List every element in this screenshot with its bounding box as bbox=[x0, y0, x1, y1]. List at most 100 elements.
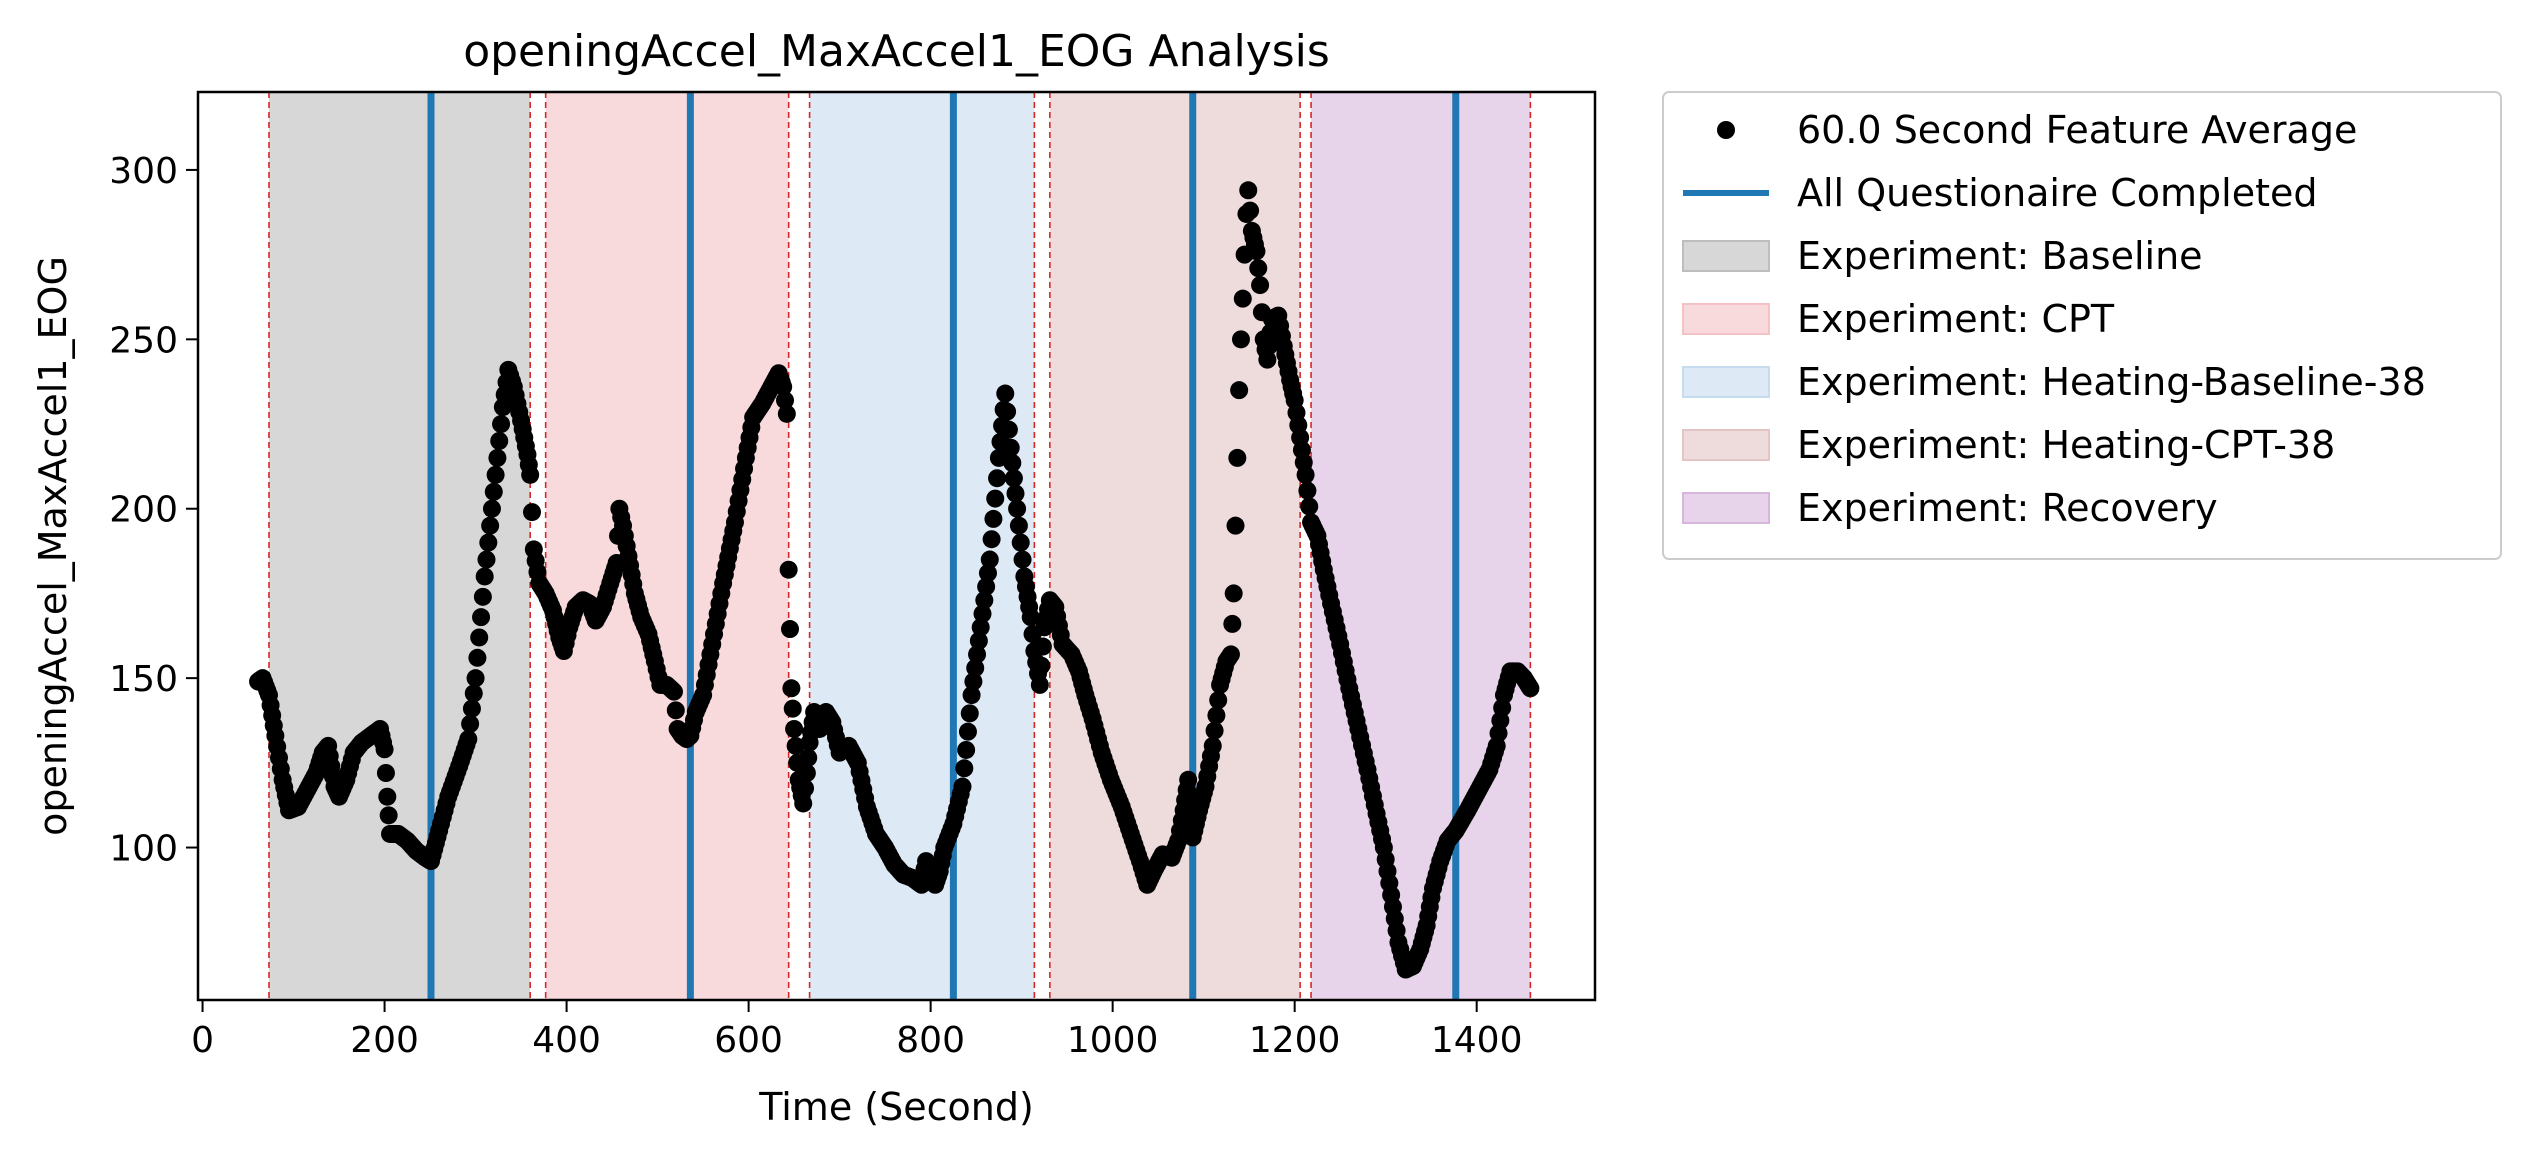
legend-entry-label: Experiment: Heating-CPT-38 bbox=[1797, 423, 2335, 467]
legend-patch-icon bbox=[1682, 429, 1770, 461]
data-point bbox=[786, 736, 805, 755]
data-point bbox=[1203, 736, 1222, 755]
data-points bbox=[249, 181, 1540, 979]
data-point bbox=[779, 560, 798, 579]
x-tick-label: 800 bbox=[896, 1020, 965, 1061]
data-point bbox=[1021, 608, 1040, 627]
data-point bbox=[783, 699, 802, 718]
data-point bbox=[1008, 499, 1027, 518]
data-point bbox=[1249, 259, 1268, 278]
data-point bbox=[470, 628, 489, 647]
data-point bbox=[1009, 516, 1028, 535]
data-point bbox=[664, 682, 683, 701]
data-point bbox=[376, 764, 395, 782]
x-tick-label: 200 bbox=[350, 1020, 419, 1061]
data-point bbox=[999, 420, 1018, 439]
data-point bbox=[774, 377, 793, 396]
data-point bbox=[475, 567, 494, 586]
data-point bbox=[776, 391, 795, 410]
data-point bbox=[1258, 350, 1277, 369]
legend-entry-label: Experiment: Baseline bbox=[1797, 234, 2203, 278]
data-point bbox=[521, 465, 540, 484]
legend-patch-icon bbox=[1682, 492, 1770, 524]
data-point bbox=[1296, 465, 1315, 484]
y-axis-label: openingAccel_MaxAccel1_EOG bbox=[31, 256, 75, 836]
data-point bbox=[1241, 201, 1260, 220]
y-tick-label: 300 bbox=[109, 151, 178, 192]
data-point bbox=[468, 648, 487, 667]
data-point bbox=[955, 759, 974, 778]
questionnaire-lines bbox=[427, 92, 1460, 1000]
data-point bbox=[969, 631, 988, 650]
data-point bbox=[998, 402, 1017, 421]
legend-entry-label: Experiment: CPT bbox=[1797, 297, 2115, 341]
data-point bbox=[781, 620, 800, 639]
x-tick-label: 0 bbox=[191, 1020, 214, 1061]
data-point bbox=[1230, 381, 1249, 400]
data-point bbox=[462, 699, 481, 718]
data-point bbox=[968, 645, 987, 664]
y-tick-label: 100 bbox=[109, 829, 178, 870]
data-point bbox=[1231, 330, 1250, 349]
x-tick-label: 600 bbox=[714, 1020, 783, 1061]
data-point bbox=[1003, 453, 1022, 472]
data-point bbox=[1251, 276, 1270, 295]
data-point bbox=[966, 658, 985, 677]
data-point bbox=[799, 748, 818, 767]
experiment-span-cpt bbox=[545, 92, 789, 1000]
data-point bbox=[1011, 533, 1030, 552]
x-tick-label: 1400 bbox=[1431, 1020, 1523, 1061]
data-point bbox=[484, 482, 503, 501]
data-point bbox=[1239, 181, 1258, 200]
data-point bbox=[1013, 550, 1032, 569]
data-point bbox=[1259, 337, 1278, 356]
data-point bbox=[1521, 679, 1540, 698]
data-point bbox=[962, 686, 981, 705]
data-point bbox=[464, 684, 483, 703]
data-point bbox=[1033, 637, 1052, 656]
legend: 60.0 Second Feature Average All Questiona… bbox=[1662, 91, 2502, 560]
legend-entry-label: Experiment: Recovery bbox=[1797, 486, 2218, 530]
legend-patch-icon bbox=[1682, 366, 1770, 398]
data-point bbox=[777, 404, 796, 423]
data-point bbox=[988, 469, 1007, 488]
data-point bbox=[782, 679, 801, 698]
data-point bbox=[1224, 584, 1243, 603]
experiment-span-recovery bbox=[1311, 92, 1531, 1000]
data-point bbox=[479, 533, 498, 552]
data-point bbox=[986, 489, 1005, 508]
data-point bbox=[375, 740, 394, 759]
data-point bbox=[1030, 675, 1049, 694]
data-point bbox=[466, 669, 485, 688]
data-point bbox=[796, 779, 815, 798]
x-axis-ticks: 0 200 400 600 800 1000 1200 1400 bbox=[191, 1000, 1522, 1061]
data-point bbox=[492, 415, 511, 434]
data-point bbox=[472, 608, 491, 627]
data-point bbox=[482, 499, 501, 518]
data-point bbox=[1233, 289, 1252, 308]
data-point bbox=[461, 714, 480, 733]
data-point bbox=[1223, 614, 1242, 633]
data-point bbox=[379, 806, 398, 825]
data-point bbox=[982, 530, 1001, 549]
data-point bbox=[958, 722, 977, 741]
chart-title: openingAccel_MaxAccel1_EOG Analysis bbox=[463, 26, 1330, 77]
x-tick-label: 1200 bbox=[1249, 1020, 1341, 1061]
legend-entry-label: 60.0 Second Feature Average bbox=[1797, 108, 2357, 152]
x-tick-label: 400 bbox=[532, 1020, 601, 1061]
data-point bbox=[971, 618, 990, 637]
data-point bbox=[1032, 656, 1051, 675]
data-point bbox=[1001, 438, 1020, 457]
data-point bbox=[481, 516, 500, 535]
x-tick-label: 1000 bbox=[1067, 1020, 1159, 1061]
data-point bbox=[1207, 706, 1226, 725]
data-point bbox=[973, 604, 992, 623]
data-point bbox=[960, 704, 979, 723]
data-point bbox=[975, 591, 994, 610]
data-point bbox=[666, 701, 685, 720]
data-point bbox=[977, 577, 996, 596]
data-point bbox=[1006, 484, 1025, 503]
data-point bbox=[1209, 691, 1228, 710]
legend-patch-icon bbox=[1682, 240, 1770, 272]
data-point bbox=[490, 431, 509, 450]
